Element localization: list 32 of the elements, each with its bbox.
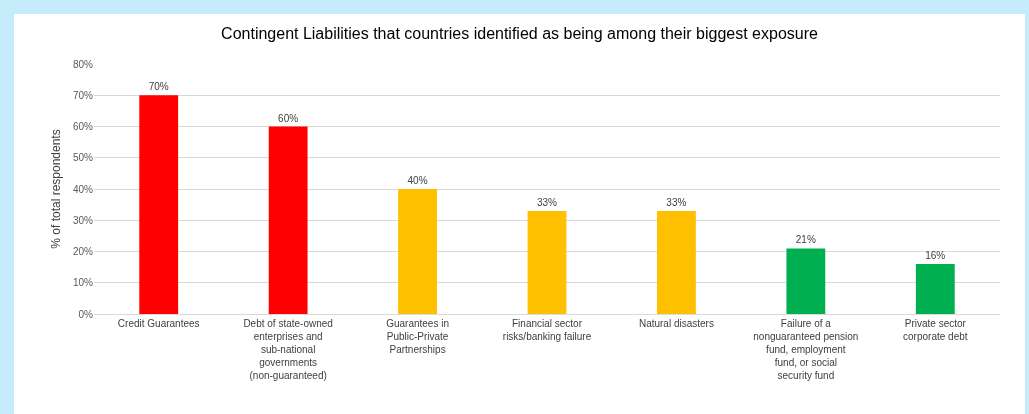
bar: [268, 126, 308, 314]
data-label: 33%: [666, 196, 687, 208]
bar: [139, 95, 179, 314]
x-tick-label: Financial sector risks/banking failure: [502, 318, 592, 342]
y-tick-label: 0%: [78, 308, 94, 320]
bar: [786, 248, 826, 314]
x-tick-label: Natural disasters: [638, 318, 714, 329]
bar: [398, 189, 437, 314]
bar: [915, 264, 955, 314]
data-label: 60%: [278, 112, 299, 124]
data-label: 16%: [925, 250, 946, 261]
data-label: 33%: [536, 196, 558, 208]
y-axis-title: % of total respondents: [49, 129, 63, 249]
y-tick-label: 10%: [72, 277, 94, 289]
bar: [527, 210, 567, 314]
data-label: 21%: [795, 234, 816, 246]
x-tick-label: Guarantees in Public-Private Partnerships: [386, 318, 449, 355]
x-tick-label: Failure of a nonguaranteed pension fund, employment fund, or social security fund: [753, 318, 859, 381]
y-tick-label: 50%: [72, 152, 94, 164]
x-tick-label: Private sector corporate debt: [903, 318, 968, 342]
y-tick-label: 20%: [72, 246, 94, 257]
y-tick-label: 30%: [72, 214, 94, 226]
data-label: 40%: [407, 175, 428, 186]
x-tick-label: Credit Guarantees: [117, 318, 200, 329]
y-tick-label: 40%: [72, 183, 94, 195]
chart-title: Contingent Liabilities that countries identified as being among their biggest exposure: [221, 25, 819, 43]
data-label: 70%: [148, 81, 169, 93]
y-tick-label: 70%: [72, 89, 94, 101]
x-tick-label: Debt of state-owned enterprises and sub-national governments (non-guaranteed): [243, 318, 333, 381]
y-tick-label: 60%: [72, 121, 94, 132]
bar: [657, 210, 696, 314]
y-tick-label: 80%: [72, 58, 94, 70]
